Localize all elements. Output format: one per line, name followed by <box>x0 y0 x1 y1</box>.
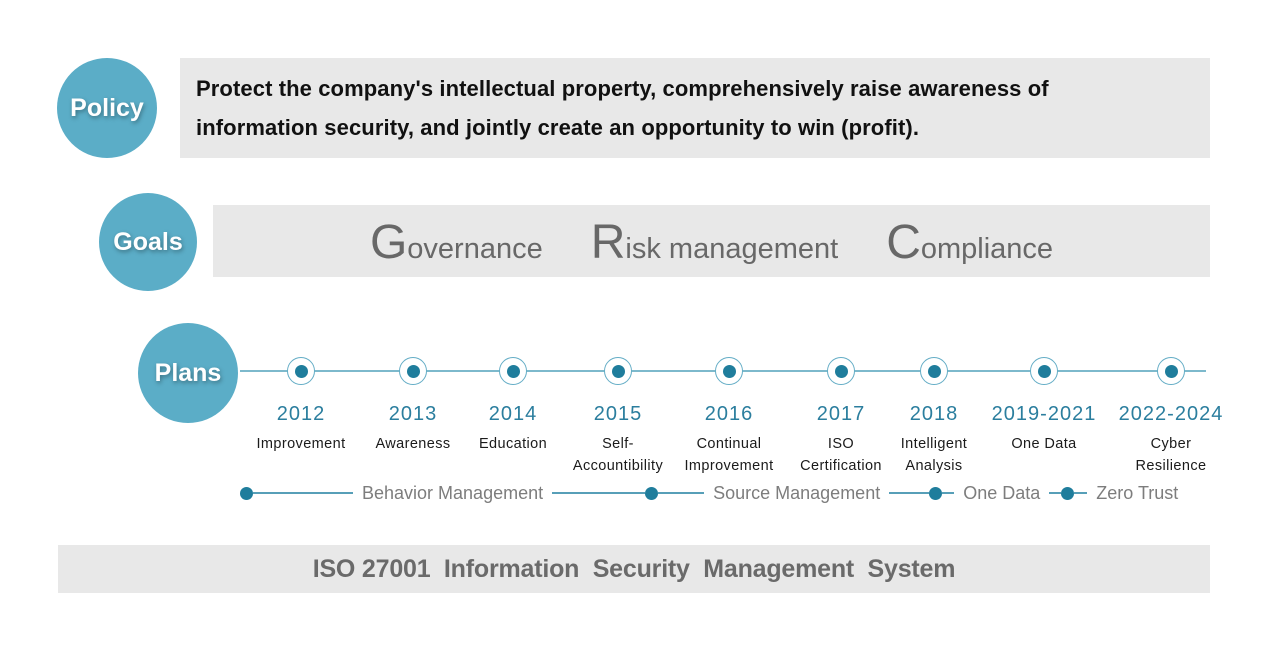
milestone-label: Education <box>478 436 548 452</box>
milestone-year: 2014 <box>488 403 538 425</box>
phase-line <box>552 492 646 494</box>
plans-bubble: Plans <box>138 323 238 423</box>
timeline-node-2018 <box>920 357 948 385</box>
milestone-year: 2017 <box>816 403 866 425</box>
goal-governance: Governance <box>370 219 543 267</box>
plans-bubble-label: Plans <box>154 358 222 387</box>
timeline-node-dot <box>611 364 625 378</box>
goal-compliance-rest: ompliance <box>920 233 1054 265</box>
timeline-node-2012 <box>287 357 315 385</box>
policy-statement: Protect the company's intellectual prope… <box>196 76 1049 140</box>
milestone-year: 2019-2021 <box>991 403 1097 425</box>
milestone-2013: 2013 Awareness <box>349 403 477 455</box>
milestone-label: One Data <box>1011 436 1077 452</box>
milestone-2012: 2012 Improvement <box>237 403 365 455</box>
phase-line <box>889 492 930 494</box>
policy-bubble: Policy <box>57 58 157 158</box>
goals-bubble: Goals <box>99 193 197 291</box>
milestone-year: 2022-2024 <box>1118 403 1224 425</box>
goals-bubble-label: Goals <box>113 227 183 256</box>
timeline-node-dot <box>294 364 308 378</box>
phase-dot <box>645 486 659 500</box>
milestone-2018: 2018 Intelligent Analysis <box>870 403 998 477</box>
timeline-node-dot <box>506 364 520 378</box>
goal-risk-management: Risk management <box>591 219 838 267</box>
timeline-node-2019-2021 <box>1030 357 1058 385</box>
milestone-year: 2015 <box>593 403 643 425</box>
milestone-label: Cyber Resilience <box>1135 436 1207 474</box>
phase-one-data: One Data <box>963 482 1041 503</box>
goal-governance-initial: G <box>369 216 408 269</box>
milestone-label: ISO Certification <box>800 436 882 474</box>
policy-bubble-label: Policy <box>70 93 144 122</box>
phase-dot <box>240 486 253 500</box>
timeline-node-2017 <box>827 357 855 385</box>
timeline-node-2022-2024 <box>1157 357 1185 385</box>
goal-compliance: Compliance <box>886 219 1053 267</box>
phase-line <box>1049 492 1062 494</box>
phase-line <box>942 492 955 494</box>
phase-source-management: Source Management <box>713 482 881 503</box>
milestone-2022-2024: 2022-2024 Cyber Resilience <box>1107 403 1235 477</box>
timeline-node-dot <box>722 364 736 378</box>
milestone-2017: 2017 ISO Certification <box>777 403 905 477</box>
goals-band: Governance Risk management Compliance <box>213 205 1210 277</box>
milestone-2019-2021: 2019-2021 One Data <box>980 403 1108 455</box>
phase-dot <box>1061 486 1075 500</box>
phase-line <box>658 492 705 494</box>
timeline-node-dot <box>1164 364 1178 378</box>
milestone-label: Improvement <box>256 436 346 452</box>
milestone-2016: 2016 Continual Improvement <box>665 403 793 477</box>
milestone-year: 2016 <box>704 403 754 425</box>
milestone-year: 2018 <box>909 403 959 425</box>
timeline-node-dot <box>834 364 848 378</box>
phase-row: Behavior Management Source Management On… <box>240 481 1240 505</box>
timeline-node-2016 <box>715 357 743 385</box>
timeline-node-2013 <box>399 357 427 385</box>
timeline-node-dot <box>1037 364 1051 378</box>
timeline-node-2015 <box>604 357 632 385</box>
footer-band: ISO 27001 Information Security Managemen… <box>58 545 1210 593</box>
milestone-label: Self- Accountibility <box>572 436 664 474</box>
milestone-2014: 2014 Education <box>449 403 577 455</box>
phase-line <box>1074 492 1088 494</box>
iso-27001-title: ISO 27001 Information Security Managemen… <box>312 554 956 583</box>
milestone-label: Intelligent Analysis <box>900 436 968 474</box>
phase-behavior-management: Behavior Management <box>362 482 544 503</box>
phase-zero-trust: Zero Trust <box>1096 482 1179 503</box>
milestone-label: Awareness <box>375 436 451 452</box>
milestone-2015: 2015 Self- Accountibility <box>554 403 682 477</box>
goal-risk-initial: R <box>590 216 626 269</box>
timeline-node-dot <box>406 364 420 378</box>
goal-compliance-initial: C <box>886 216 921 269</box>
milestone-label: Continual Improvement <box>684 436 774 474</box>
goal-governance-rest: overnance <box>407 233 543 265</box>
phase-line <box>253 492 353 494</box>
policy-band: Protect the company's intellectual prope… <box>180 58 1210 158</box>
goal-risk-rest: isk management <box>625 233 839 265</box>
phase-dot <box>929 486 943 500</box>
milestone-year: 2012 <box>276 403 326 425</box>
milestone-year: 2013 <box>388 403 438 425</box>
timeline-node-dot <box>927 364 941 378</box>
timeline-node-2014 <box>499 357 527 385</box>
